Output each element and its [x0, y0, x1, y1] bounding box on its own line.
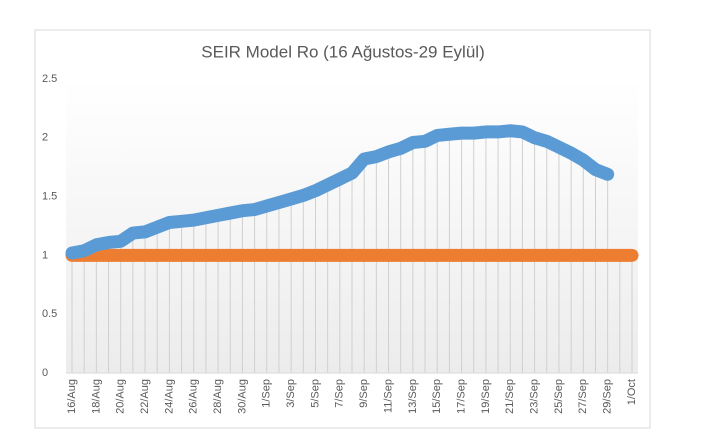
- x-tick-label: 9/Sep: [358, 379, 370, 408]
- y-tick-label: 1.5: [42, 191, 57, 203]
- x-tick-label: 24/Aug: [163, 379, 175, 414]
- x-tick-label: 18/Aug: [90, 379, 102, 414]
- x-tick-label: 29/Sep: [602, 379, 614, 414]
- x-tick-label: 26/Aug: [188, 379, 200, 414]
- x-tick-label: 7/Sep: [334, 379, 346, 408]
- x-tick-label: 22/Aug: [139, 379, 151, 414]
- x-tick-label: 11/Sep: [382, 379, 394, 413]
- x-tick-label: 25/Sep: [553, 379, 565, 414]
- x-tick-label: 20/Aug: [115, 379, 127, 414]
- x-tick-label: 19/Sep: [480, 379, 492, 414]
- x-tick-label: 30/Aug: [236, 379, 248, 414]
- x-tick-label: 16/Aug: [66, 379, 78, 414]
- chart-title: SEIR Model Ro (16 Ağustos-29 Eylül): [201, 42, 484, 61]
- series-line: [65, 124, 615, 260]
- y-tick-label: 0: [42, 367, 48, 379]
- x-tick-label: 23/Sep: [529, 379, 541, 414]
- x-tick-label: 1/Oct: [626, 379, 638, 405]
- y-tick-label: 2.5: [42, 73, 57, 85]
- x-tick-label: 17/Sep: [455, 379, 467, 414]
- x-tick-label: 3/Sep: [285, 379, 297, 408]
- y-tick-label: 0.5: [42, 308, 57, 320]
- x-tick-label: 27/Sep: [577, 379, 589, 414]
- x-tick-label: 1/Sep: [261, 379, 273, 408]
- x-tick-label: 13/Sep: [407, 379, 419, 414]
- y-tick-label: 2: [42, 132, 48, 144]
- x-tick-label: 5/Sep: [309, 379, 321, 408]
- x-tick-label: 21/Sep: [504, 379, 516, 414]
- x-tick-label: 15/Sep: [431, 379, 443, 414]
- x-tick-label: 28/Aug: [212, 379, 224, 414]
- y-tick-label: 1: [42, 249, 48, 261]
